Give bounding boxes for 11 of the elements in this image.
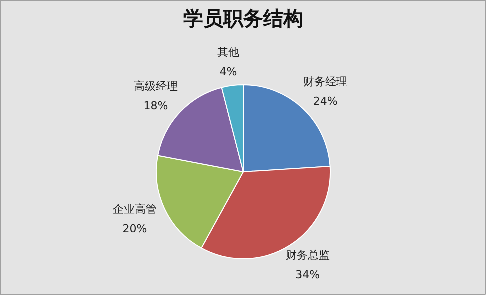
slice-label: 高级经理 [134, 80, 178, 94]
slice-label: 财务经理 [304, 75, 348, 88]
data-label: 4% [220, 66, 238, 79]
data-label: 34% [296, 268, 320, 282]
slice-label: 其他 [217, 46, 240, 60]
data-label: 24% [313, 94, 338, 108]
slice-label: 企业高管 [112, 202, 157, 216]
chart-title: 学员职务结构 [184, 6, 304, 30]
data-label: 20% [122, 222, 148, 236]
slice-label: 财务总监 [286, 248, 330, 262]
data-label: 18% [144, 100, 168, 113]
